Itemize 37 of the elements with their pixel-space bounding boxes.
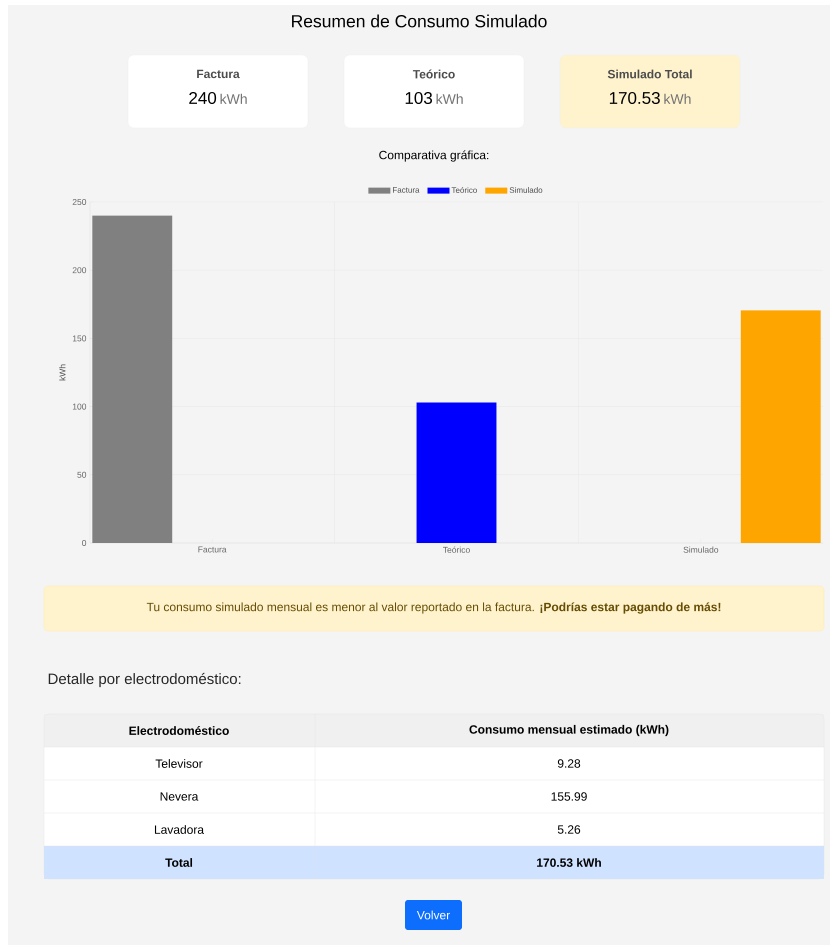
data-label: 240 — [189, 92, 216, 104]
category-label: Teórico — [412, 70, 455, 78]
y-tick-label: 100 — [72, 404, 86, 410]
category-label: Nevera — [160, 792, 198, 801]
y-tick-label: 0 — [82, 540, 86, 546]
y-tick-label: 250 — [72, 198, 86, 205]
legend-label: Factura — [393, 187, 420, 193]
text: Tu consumo simulado mensual es menor al valor reportado en la factura. ¡Podrías estar pagando de más! — [146, 602, 720, 614]
data-label: 5.26 — [558, 825, 580, 834]
x-tick-label: Simulado — [684, 546, 718, 553]
data-label: 170.53 — [610, 92, 660, 104]
data-label: 155.99 — [552, 792, 587, 801]
y-axis-title: kWh — [59, 364, 66, 380]
category-label: Televisor — [156, 759, 202, 768]
text: Detalle por electrodoméstico: — [48, 672, 240, 688]
x-tick-label: Factura — [198, 546, 227, 552]
category-label: Simulado Total — [608, 70, 692, 78]
text: kWh — [220, 94, 247, 104]
y-tick-label: 150 — [72, 335, 86, 342]
legend-label: Teórico — [452, 186, 477, 193]
y-tick-label: 200 — [72, 267, 86, 274]
text: kWh — [436, 94, 463, 104]
chart-subtitle: Comparativa gráfica: — [379, 150, 488, 162]
text: Resumen de Consumo Simulado — [292, 14, 547, 28]
text: kWh — [664, 94, 691, 104]
data-label: 9.28 — [558, 759, 580, 768]
text: 170.53 kWh — [537, 858, 601, 867]
legend-label: Simulado — [510, 187, 542, 193]
data-label: 103 — [406, 92, 432, 104]
y-tick-label: 50 — [77, 472, 86, 478]
text: Total — [165, 858, 192, 867]
text: Electrodoméstico — [129, 726, 229, 735]
category-label: Lavadora — [154, 825, 204, 834]
category-label: Factura — [197, 70, 240, 78]
x-tick-label: Teórico — [442, 546, 470, 553]
text: Volver — [416, 910, 450, 920]
text: Consumo mensual estimado (kWh) — [469, 724, 668, 736]
